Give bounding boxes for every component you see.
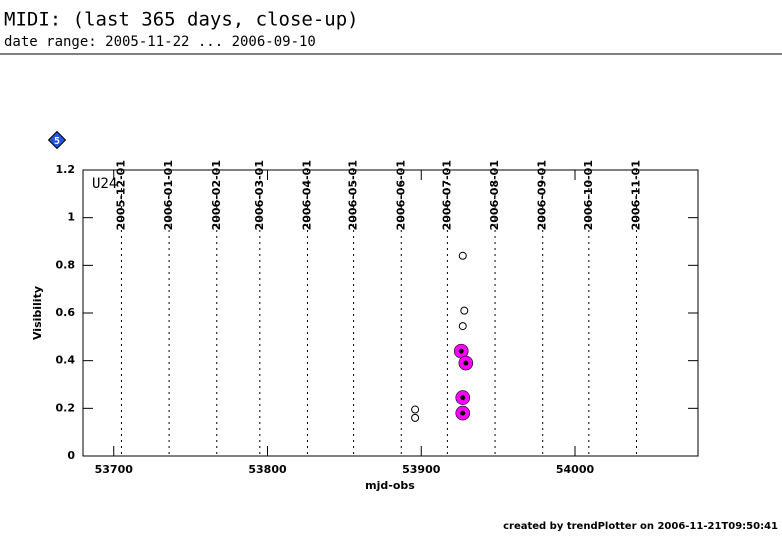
point [411, 413, 420, 422]
date-tick-label: 2006-07-01 [440, 160, 453, 230]
y-tick-label: 0.2 [56, 401, 76, 414]
point-center [463, 360, 469, 366]
plot-frame [82, 169, 699, 457]
y-tick-label: 1 [67, 211, 75, 224]
date-tick-label: 2006-03-01 [253, 160, 266, 230]
y-tick-label: 0.8 [56, 258, 76, 271]
y-tick-label: 0.6 [56, 306, 76, 319]
x-tick-label: 54000 [556, 463, 595, 476]
date-tick-label: 2006-09-01 [536, 160, 549, 230]
point [458, 251, 467, 260]
x-tick-label: 53900 [402, 463, 441, 476]
date-tick-label: 2006-06-01 [394, 160, 407, 230]
date-tick-label: 2006-05-01 [347, 160, 360, 230]
x-axis-label: mjd-obs [365, 479, 415, 492]
date-tick-label: 2006-04-01 [300, 160, 313, 230]
y-axis-label: Visibility [31, 286, 44, 340]
date-tick-label: 2006-01-01 [162, 160, 175, 230]
point-center [458, 348, 464, 354]
date-tick-label: 2006-10-01 [582, 160, 595, 230]
y-tick-label: 0 [67, 449, 75, 462]
date-tick-label: 2006-11-01 [630, 160, 643, 230]
badge-shape [47, 130, 67, 150]
date-tick-label: 2006-08-01 [488, 160, 501, 230]
point [460, 306, 469, 315]
badge-label: 5 [54, 136, 60, 147]
point [411, 405, 420, 414]
y-tick-label: 0.4 [56, 354, 76, 367]
point-center [460, 410, 466, 416]
y-tick-label: 1.2 [56, 163, 76, 176]
point-center [460, 395, 466, 401]
chart-subtitle: date range: 2005-11-22 ... 2006-09-10 [4, 34, 316, 50]
badge: 5 [47, 130, 67, 150]
point [458, 322, 467, 331]
date-tick-label: 2005-12-01 [114, 160, 127, 230]
chart-title: MIDI: (last 365 days, close-up) [4, 9, 359, 31]
x-tick-label: 53700 [95, 463, 134, 476]
x-tick-label: 53800 [248, 463, 287, 476]
date-tick-label: 2006-02-01 [210, 160, 223, 230]
panel-label: U24 [92, 176, 117, 192]
footer: created by trendPlotter on 2006-11-21T09… [503, 521, 778, 532]
